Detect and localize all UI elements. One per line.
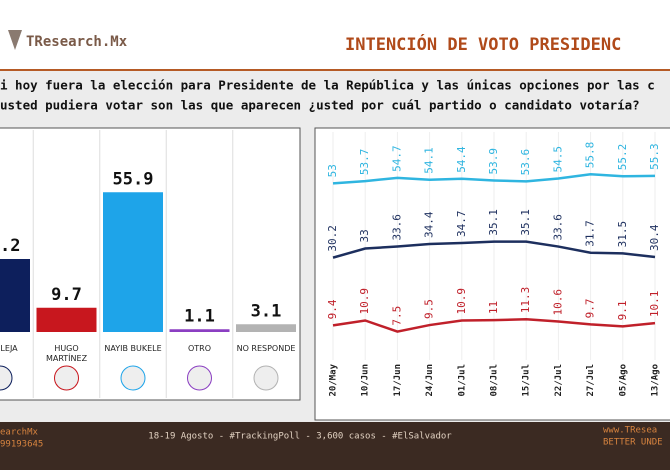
value-label: 53 xyxy=(326,164,339,177)
value-label: 9.7 xyxy=(51,285,82,305)
value-label: 9.5 xyxy=(423,299,436,319)
bar xyxy=(169,329,230,332)
value-label: 10.9 xyxy=(358,288,371,315)
series-line xyxy=(332,240,656,259)
logo-icon xyxy=(120,365,146,391)
header-bg xyxy=(0,0,670,70)
value-label: 55.8 xyxy=(584,142,597,169)
value-label: 55.3 xyxy=(648,143,661,170)
value-label: 29.2 xyxy=(0,236,20,256)
x-tick-label: 10/Jun xyxy=(361,364,371,397)
value-label: 54.5 xyxy=(551,146,564,173)
value-label: 35.1 xyxy=(487,209,500,236)
bar xyxy=(36,307,97,332)
value-label: 53.9 xyxy=(487,148,500,175)
value-label: 31.7 xyxy=(584,220,597,247)
bar xyxy=(236,324,296,332)
value-label: 31.5 xyxy=(616,221,629,248)
category-label: NO RESPONDE xyxy=(236,344,296,353)
value-label: 34.4 xyxy=(423,211,436,238)
x-tick-label: 27/Jul xyxy=(586,364,596,397)
footer-left: earchMx xyxy=(0,428,39,438)
value-label: 10.1 xyxy=(648,291,661,318)
logo-icon xyxy=(54,365,79,391)
value-label: 7.5 xyxy=(390,306,403,326)
x-tick-label: 17/Jun xyxy=(393,364,403,397)
question-line: i hoy fuera la elección para Presidente … xyxy=(0,78,655,93)
logo-icon xyxy=(8,30,22,50)
value-label: 10.9 xyxy=(455,288,468,315)
logo-icon xyxy=(0,365,13,391)
footer-left: 99193645 xyxy=(0,440,43,450)
logo-icon xyxy=(187,365,212,391)
value-label: 55.2 xyxy=(616,144,629,171)
category-label: OTRO xyxy=(187,344,212,353)
value-label: 30.2 xyxy=(326,225,339,252)
value-label: 55.9 xyxy=(113,169,154,189)
x-tick-label: 22/Jul xyxy=(554,364,564,397)
footer-right: www.TResea xyxy=(603,426,657,436)
logo: TResearch.Mx xyxy=(26,34,128,50)
value-label: 11 xyxy=(487,301,500,314)
title: INTENCIÓN DE VOTO PRESIDENC xyxy=(345,33,621,55)
value-label: 35.1 xyxy=(519,209,532,236)
value-label: 9.1 xyxy=(616,300,629,320)
value-label: 33.6 xyxy=(551,214,564,241)
question-line: usted pudiera votar son las que aparecen… xyxy=(0,98,640,113)
x-tick-label: 05/Ago xyxy=(618,364,628,397)
category-label: NAYIB BUKELE xyxy=(104,344,162,353)
x-tick-label: 15/Jul xyxy=(522,364,532,397)
value-label: 10.6 xyxy=(551,289,564,316)
footer-bg xyxy=(0,422,670,470)
logo-icon xyxy=(253,365,279,391)
bar xyxy=(0,259,30,332)
value-label: 33 xyxy=(358,229,371,242)
x-tick-label: 24/Jun xyxy=(425,364,435,397)
value-label: 54.7 xyxy=(390,145,403,172)
category-label: LOS LEJA xyxy=(0,344,18,353)
value-label: 3.1 xyxy=(251,301,282,321)
value-label: 53.6 xyxy=(519,149,532,176)
series-line xyxy=(332,172,656,185)
category-label: HUGO MARTÍNEZ xyxy=(45,344,88,363)
series-line xyxy=(332,317,656,333)
value-label: 54.4 xyxy=(455,146,468,173)
value-label: 30.4 xyxy=(648,224,661,251)
footer-center: 18-19 Agosto - #TrackingPoll - 3,600 cas… xyxy=(148,432,452,442)
value-label: 33.6 xyxy=(390,214,403,241)
x-tick-label: 13/Ago xyxy=(651,364,661,397)
value-label: 54.1 xyxy=(423,147,436,174)
footer-right: BETTER UNDE xyxy=(603,438,663,448)
value-label: 1.1 xyxy=(184,306,215,326)
x-tick-label: 08/Jul xyxy=(490,364,500,397)
x-tick-label: 20/May xyxy=(329,363,339,396)
value-label: 9.4 xyxy=(326,299,339,319)
bar xyxy=(103,192,163,332)
value-label: 34.7 xyxy=(455,210,468,237)
value-label: 9.7 xyxy=(584,299,597,319)
value-label: 53.7 xyxy=(358,149,371,176)
value-label: 11.3 xyxy=(519,287,532,314)
x-tick-label: 01/Jul xyxy=(457,364,467,397)
